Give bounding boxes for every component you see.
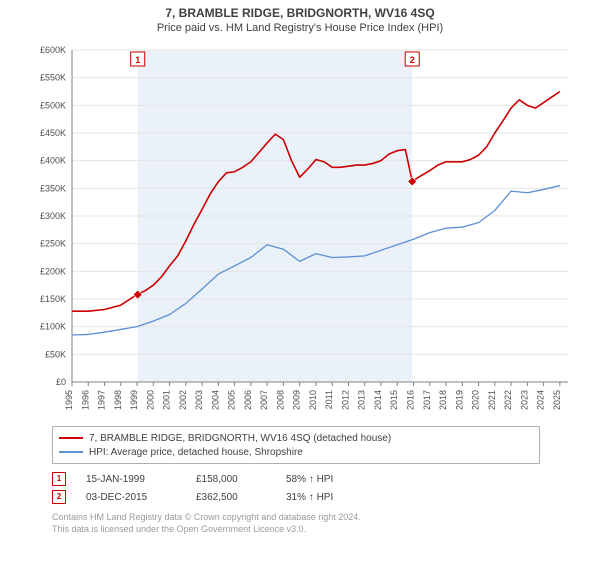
legend-label: HPI: Average price, detached house, Shro… bbox=[89, 447, 303, 458]
svg-text:1: 1 bbox=[135, 55, 140, 65]
svg-text:2017: 2017 bbox=[422, 390, 432, 410]
sales-list: 1 15-JAN-1999 £158,000 58% ↑ HPI 2 03-DE… bbox=[52, 470, 540, 506]
legend-label: 7, BRAMBLE RIDGE, BRIDGNORTH, WV16 4SQ (… bbox=[89, 433, 391, 444]
svg-text:2013: 2013 bbox=[357, 390, 367, 410]
sale-row: 1 15-JAN-1999 £158,000 58% ↑ HPI bbox=[52, 470, 540, 488]
sale-price: £362,500 bbox=[196, 492, 286, 503]
chart-area: £0 £50K £100K £150K £200K £250K £300K £350K £400… bbox=[20, 40, 580, 420]
svg-text:1999: 1999 bbox=[129, 390, 139, 410]
footer-line: This data is licensed under the Open Gov… bbox=[52, 524, 540, 536]
legend: 7, BRAMBLE RIDGE, BRIDGNORTH, WV16 4SQ (… bbox=[52, 426, 540, 464]
footer: Contains HM Land Registry data © Crown c… bbox=[52, 512, 540, 535]
svg-text:2024: 2024 bbox=[536, 390, 546, 410]
svg-text:2025: 2025 bbox=[552, 390, 562, 410]
legend-swatch-property bbox=[59, 437, 83, 439]
svg-text:£300K: £300K bbox=[40, 211, 66, 221]
sale-date: 03-DEC-2015 bbox=[86, 492, 196, 503]
svg-text:2003: 2003 bbox=[194, 390, 204, 410]
svg-text:£250K: £250K bbox=[40, 239, 66, 249]
sale-marker-icon: 2 bbox=[52, 490, 66, 504]
svg-text:1995: 1995 bbox=[64, 390, 74, 410]
svg-text:2019: 2019 bbox=[454, 390, 464, 410]
legend-item: HPI: Average price, detached house, Shro… bbox=[59, 445, 533, 459]
svg-text:2015: 2015 bbox=[389, 390, 399, 410]
footer-line: Contains HM Land Registry data © Crown c… bbox=[52, 512, 540, 524]
line-chart: £0 £50K £100K £150K £200K £250K £300K £350K £400… bbox=[20, 40, 580, 420]
svg-text:£350K: £350K bbox=[40, 183, 66, 193]
svg-text:2001: 2001 bbox=[162, 390, 172, 410]
legend-swatch-hpi bbox=[59, 451, 83, 453]
sale-date: 15-JAN-1999 bbox=[86, 474, 196, 485]
svg-text:2023: 2023 bbox=[519, 390, 529, 410]
sale-price: £158,000 bbox=[196, 474, 286, 485]
svg-text:2020: 2020 bbox=[471, 390, 481, 410]
chart-subtitle: Price paid vs. HM Land Registry's House … bbox=[0, 22, 600, 34]
chart-title: 7, BRAMBLE RIDGE, BRIDGNORTH, WV16 4SQ bbox=[0, 6, 600, 20]
svg-text:1996: 1996 bbox=[80, 390, 90, 410]
legend-item: 7, BRAMBLE RIDGE, BRIDGNORTH, WV16 4SQ (… bbox=[59, 431, 533, 445]
svg-text:2000: 2000 bbox=[145, 390, 155, 410]
svg-text:2012: 2012 bbox=[340, 390, 350, 410]
svg-text:£550K: £550K bbox=[40, 73, 66, 83]
svg-text:2022: 2022 bbox=[503, 390, 513, 410]
svg-text:2014: 2014 bbox=[373, 390, 383, 410]
svg-text:£500K: £500K bbox=[40, 100, 66, 110]
svg-text:2016: 2016 bbox=[406, 390, 416, 410]
sale-pct: 31% ↑ HPI bbox=[286, 492, 366, 503]
sale-row: 2 03-DEC-2015 £362,500 31% ↑ HPI bbox=[52, 488, 540, 506]
svg-text:2018: 2018 bbox=[438, 390, 448, 410]
svg-text:2008: 2008 bbox=[275, 390, 285, 410]
sale-pct: 58% ↑ HPI bbox=[286, 474, 366, 485]
svg-text:£50K: £50K bbox=[45, 349, 66, 359]
svg-text:1997: 1997 bbox=[97, 390, 107, 410]
svg-text:2005: 2005 bbox=[227, 390, 237, 410]
svg-text:£600K: £600K bbox=[40, 45, 66, 55]
svg-text:2007: 2007 bbox=[259, 390, 269, 410]
svg-text:£400K: £400K bbox=[40, 156, 66, 166]
svg-text:2011: 2011 bbox=[324, 390, 334, 409]
svg-text:2: 2 bbox=[410, 55, 415, 65]
svg-text:2009: 2009 bbox=[292, 390, 302, 410]
chart-container: 7, BRAMBLE RIDGE, BRIDGNORTH, WV16 4SQ P… bbox=[0, 6, 600, 566]
svg-text:1998: 1998 bbox=[113, 390, 123, 410]
svg-text:2006: 2006 bbox=[243, 390, 253, 410]
svg-text:2010: 2010 bbox=[308, 390, 318, 410]
svg-text:£0: £0 bbox=[56, 377, 66, 387]
svg-text:£150K: £150K bbox=[40, 294, 66, 304]
svg-text:£450K: £450K bbox=[40, 128, 66, 138]
sale-marker-icon: 1 bbox=[52, 472, 66, 486]
svg-text:£100K: £100K bbox=[40, 322, 66, 332]
svg-text:2004: 2004 bbox=[210, 390, 220, 410]
svg-text:2002: 2002 bbox=[178, 390, 188, 410]
svg-text:2021: 2021 bbox=[487, 390, 497, 410]
svg-text:£200K: £200K bbox=[40, 266, 66, 276]
